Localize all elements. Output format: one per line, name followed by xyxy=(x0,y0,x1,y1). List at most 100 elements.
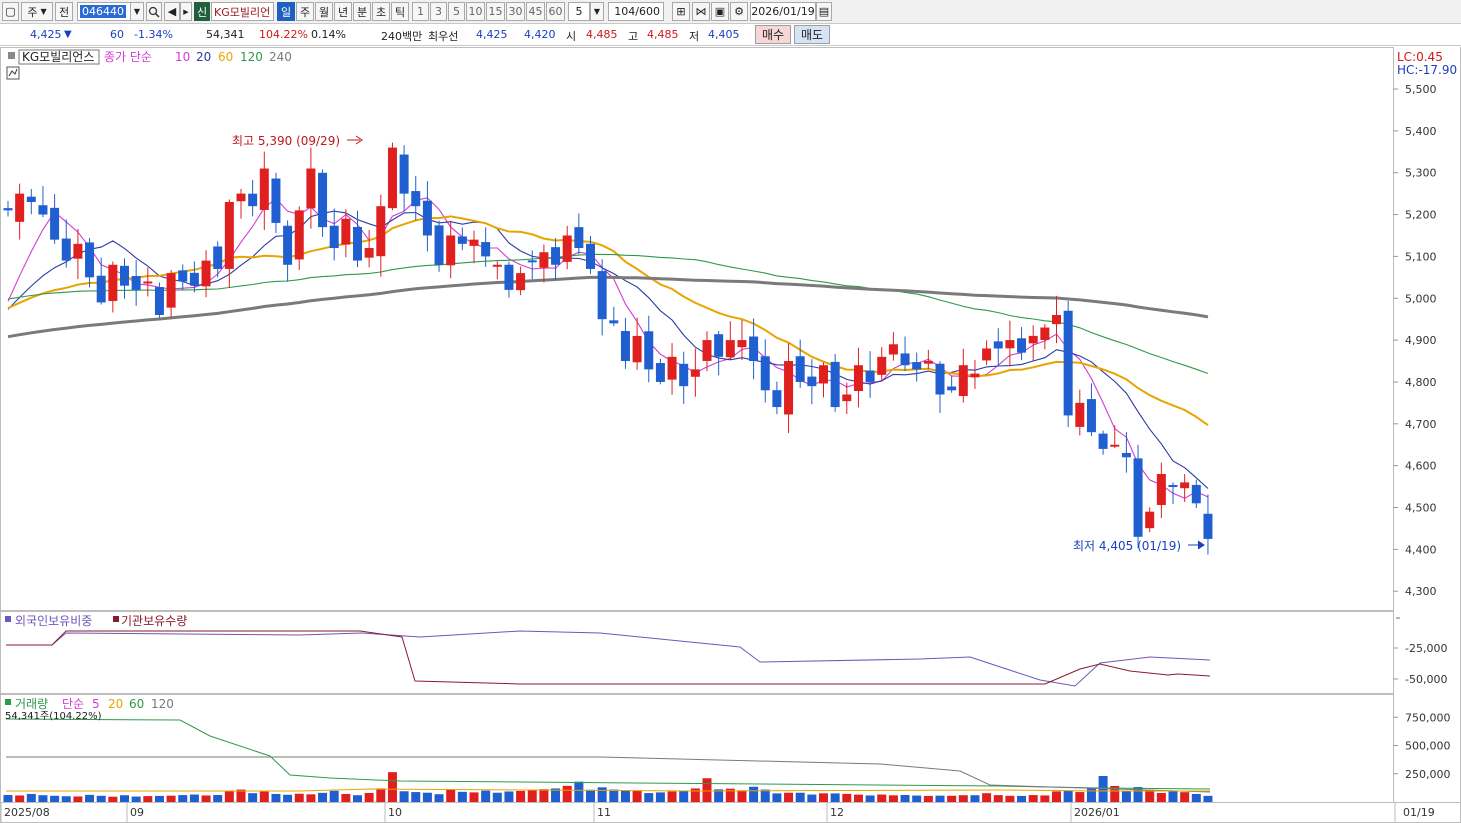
jeon-button[interactable]: 전 xyxy=(55,2,73,21)
volume-bar xyxy=(562,785,572,802)
candle-body xyxy=(819,365,828,384)
volume-bar xyxy=(714,789,724,802)
settings-sliders-icon[interactable]: ⋈ xyxy=(692,2,710,21)
price-tick-label: 5,500 xyxy=(1405,83,1437,96)
candle-body xyxy=(1040,327,1050,340)
volume-bar xyxy=(784,792,794,802)
interval-tab-5[interactable]: 30 xyxy=(506,2,525,21)
candle-body xyxy=(923,361,933,364)
interval-tab-6[interactable]: 45 xyxy=(526,2,545,21)
volume-bar xyxy=(749,786,759,802)
volume-bar xyxy=(527,789,537,802)
candle-body xyxy=(236,193,246,202)
period-tab-2[interactable]: 월 xyxy=(315,2,333,21)
interval-tab-7[interactable]: 60 xyxy=(546,2,565,21)
volume-bar xyxy=(213,794,223,802)
date-axis-bar xyxy=(0,802,1461,823)
candle-body xyxy=(958,365,968,396)
date-field[interactable]: 2026/01/19 xyxy=(750,2,816,21)
calendar-icon[interactable]: ▤ xyxy=(816,2,832,21)
volume-bar xyxy=(620,790,630,802)
volume-bar xyxy=(842,793,852,802)
chevron-right-icon[interactable]: ▶ xyxy=(180,2,192,21)
period-tab-1[interactable]: 주 xyxy=(296,2,314,21)
candle-body xyxy=(1086,399,1096,433)
speaker-icon[interactable]: ◀ xyxy=(164,2,180,21)
interval-tab-0[interactable]: 1 xyxy=(412,2,429,21)
volume-bar xyxy=(982,793,992,802)
price-tick-label: 5,100 xyxy=(1405,250,1437,263)
chevron-down-icon[interactable]: ▼ xyxy=(590,2,604,21)
gear-icon[interactable]: ⚙ xyxy=(730,2,748,21)
unit-select[interactable]: 5 xyxy=(568,2,590,21)
period-tab-6[interactable]: 틱 xyxy=(391,2,409,21)
volume-bar xyxy=(387,772,397,802)
current-price: 4,425 xyxy=(30,28,62,41)
price-pane[interactable] xyxy=(0,47,1394,611)
interval-tab-3[interactable]: 10 xyxy=(466,2,485,21)
volume-bar xyxy=(166,795,176,802)
candle-body xyxy=(772,390,782,408)
volume-bar xyxy=(819,793,828,802)
volume-bar xyxy=(1180,792,1190,802)
low-annotation-label: 최저 4,405 (01/19) xyxy=(1073,539,1181,553)
date-label: 12 xyxy=(830,806,844,819)
stock-code-input[interactable]: 046440 xyxy=(77,2,143,21)
interval-tab-4[interactable]: 15 xyxy=(486,2,505,21)
buy-button[interactable]: 매수 xyxy=(755,25,791,44)
trade-value: 240백만 xyxy=(381,30,423,43)
volume-bar xyxy=(597,787,607,802)
zoom-icon[interactable]: ⊞ xyxy=(672,2,690,21)
volume-bar xyxy=(1191,793,1201,802)
save-icon[interactable]: ▣ xyxy=(711,2,729,21)
interval-tab-2[interactable]: 5 xyxy=(448,2,465,21)
candle-body xyxy=(271,178,281,223)
volume-bar xyxy=(85,794,95,802)
volume-pane[interactable] xyxy=(0,694,1394,803)
volume-bar xyxy=(830,793,840,802)
volume-bar xyxy=(667,791,677,802)
price-tick-label: 4,500 xyxy=(1405,502,1437,515)
chart-options-icon[interactable] xyxy=(6,66,20,80)
volume-bar xyxy=(15,795,25,802)
volume-bar xyxy=(271,793,281,802)
price-tick-label: 4,700 xyxy=(1405,418,1437,431)
legend-ma-10: 10 xyxy=(175,50,190,64)
legend-ma-120: 120 xyxy=(240,50,263,64)
best-quote-label: 최우선 xyxy=(428,30,459,43)
search-icon[interactable] xyxy=(146,2,162,21)
volume-bar xyxy=(399,791,409,802)
market-type-select[interactable]: 주 ▼ xyxy=(21,2,53,21)
legend-name-box[interactable] xyxy=(18,49,100,65)
candle-body xyxy=(702,340,712,361)
candle-body xyxy=(912,362,922,370)
chevron-down-icon[interactable]: ▼ xyxy=(130,2,144,21)
legend-ma-240: 240 xyxy=(269,50,292,64)
count-field[interactable]: 104/600 xyxy=(608,2,664,21)
legend-ma-prefix: 종가 단순 xyxy=(104,50,152,64)
volume-bar xyxy=(655,792,665,802)
holdings-pane[interactable] xyxy=(0,611,1394,694)
volume-bar xyxy=(644,793,654,802)
candle-body xyxy=(947,386,957,391)
period-tab-4[interactable]: 분 xyxy=(353,2,371,21)
candle-body xyxy=(1098,433,1108,449)
low-label: 저 xyxy=(689,30,700,43)
period-tab-0[interactable]: 일 xyxy=(277,2,295,21)
volume-ma-120 xyxy=(6,756,1211,793)
volume-bar xyxy=(1028,795,1038,802)
candle-body xyxy=(399,154,409,194)
period-tab-5[interactable]: 초 xyxy=(372,2,390,21)
period-tab-3[interactable]: 년 xyxy=(334,2,352,21)
date-label: 2026/01 xyxy=(1074,806,1120,819)
volume-bar xyxy=(294,793,304,802)
volume-bar xyxy=(888,795,898,802)
window-icon[interactable]: ▢ xyxy=(2,2,19,21)
volume-bar xyxy=(248,793,258,802)
interval-tab-1[interactable]: 3 xyxy=(430,2,447,21)
volume-bar xyxy=(422,792,432,802)
volume-bar xyxy=(283,794,293,802)
sell-button[interactable]: 매도 xyxy=(794,25,830,44)
low-value: 4,405 xyxy=(708,28,740,41)
